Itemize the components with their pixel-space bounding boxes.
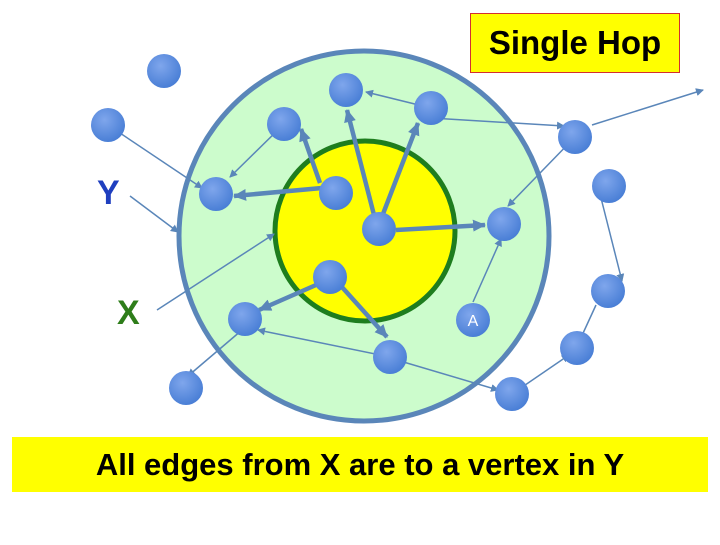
vertex-node xyxy=(373,340,407,374)
caption-bar: All edges from X are to a vertex in Y xyxy=(12,437,708,492)
vertex-node xyxy=(169,371,203,405)
set-x-label: X xyxy=(117,294,140,332)
edge xyxy=(472,238,502,303)
edge xyxy=(600,197,625,282)
edge xyxy=(257,327,391,358)
vertex-node xyxy=(147,54,181,88)
edge xyxy=(430,117,565,130)
edge-from-x xyxy=(339,284,389,339)
vertex-node xyxy=(495,377,529,411)
vertex-node xyxy=(414,91,448,125)
vertex-node xyxy=(560,331,594,365)
caption-text: All edges from X are to a vertex in Y xyxy=(95,446,625,482)
vertex-node xyxy=(487,207,521,241)
edge-from-x xyxy=(344,109,377,216)
edge-from-x xyxy=(258,282,317,313)
edge xyxy=(129,195,179,233)
vertex-node xyxy=(362,212,396,246)
vertex-node xyxy=(228,302,262,336)
vertex-node xyxy=(558,120,592,154)
vertex-a-node xyxy=(456,303,490,337)
vertex-node xyxy=(267,107,301,141)
set-y-label: Y xyxy=(97,174,120,212)
edge xyxy=(389,357,499,392)
edge-from-x xyxy=(298,128,323,184)
edge-from-x xyxy=(395,219,486,233)
vertex-node xyxy=(592,169,626,203)
vertex-a-label: A xyxy=(468,313,479,330)
vertex-node xyxy=(591,274,625,308)
vertex-node xyxy=(319,176,353,210)
vertex-node xyxy=(91,108,125,142)
edge xyxy=(156,233,275,311)
vertex-node xyxy=(329,73,363,107)
edge xyxy=(591,88,704,126)
edge xyxy=(107,124,203,189)
edge-from-x xyxy=(233,185,323,201)
vertex-node xyxy=(313,260,347,294)
edge xyxy=(187,329,243,377)
vertex-node xyxy=(199,177,233,211)
title-box: Single Hop xyxy=(470,13,680,73)
edge-from-x xyxy=(380,122,421,215)
title-text: Single Hop xyxy=(488,24,662,61)
